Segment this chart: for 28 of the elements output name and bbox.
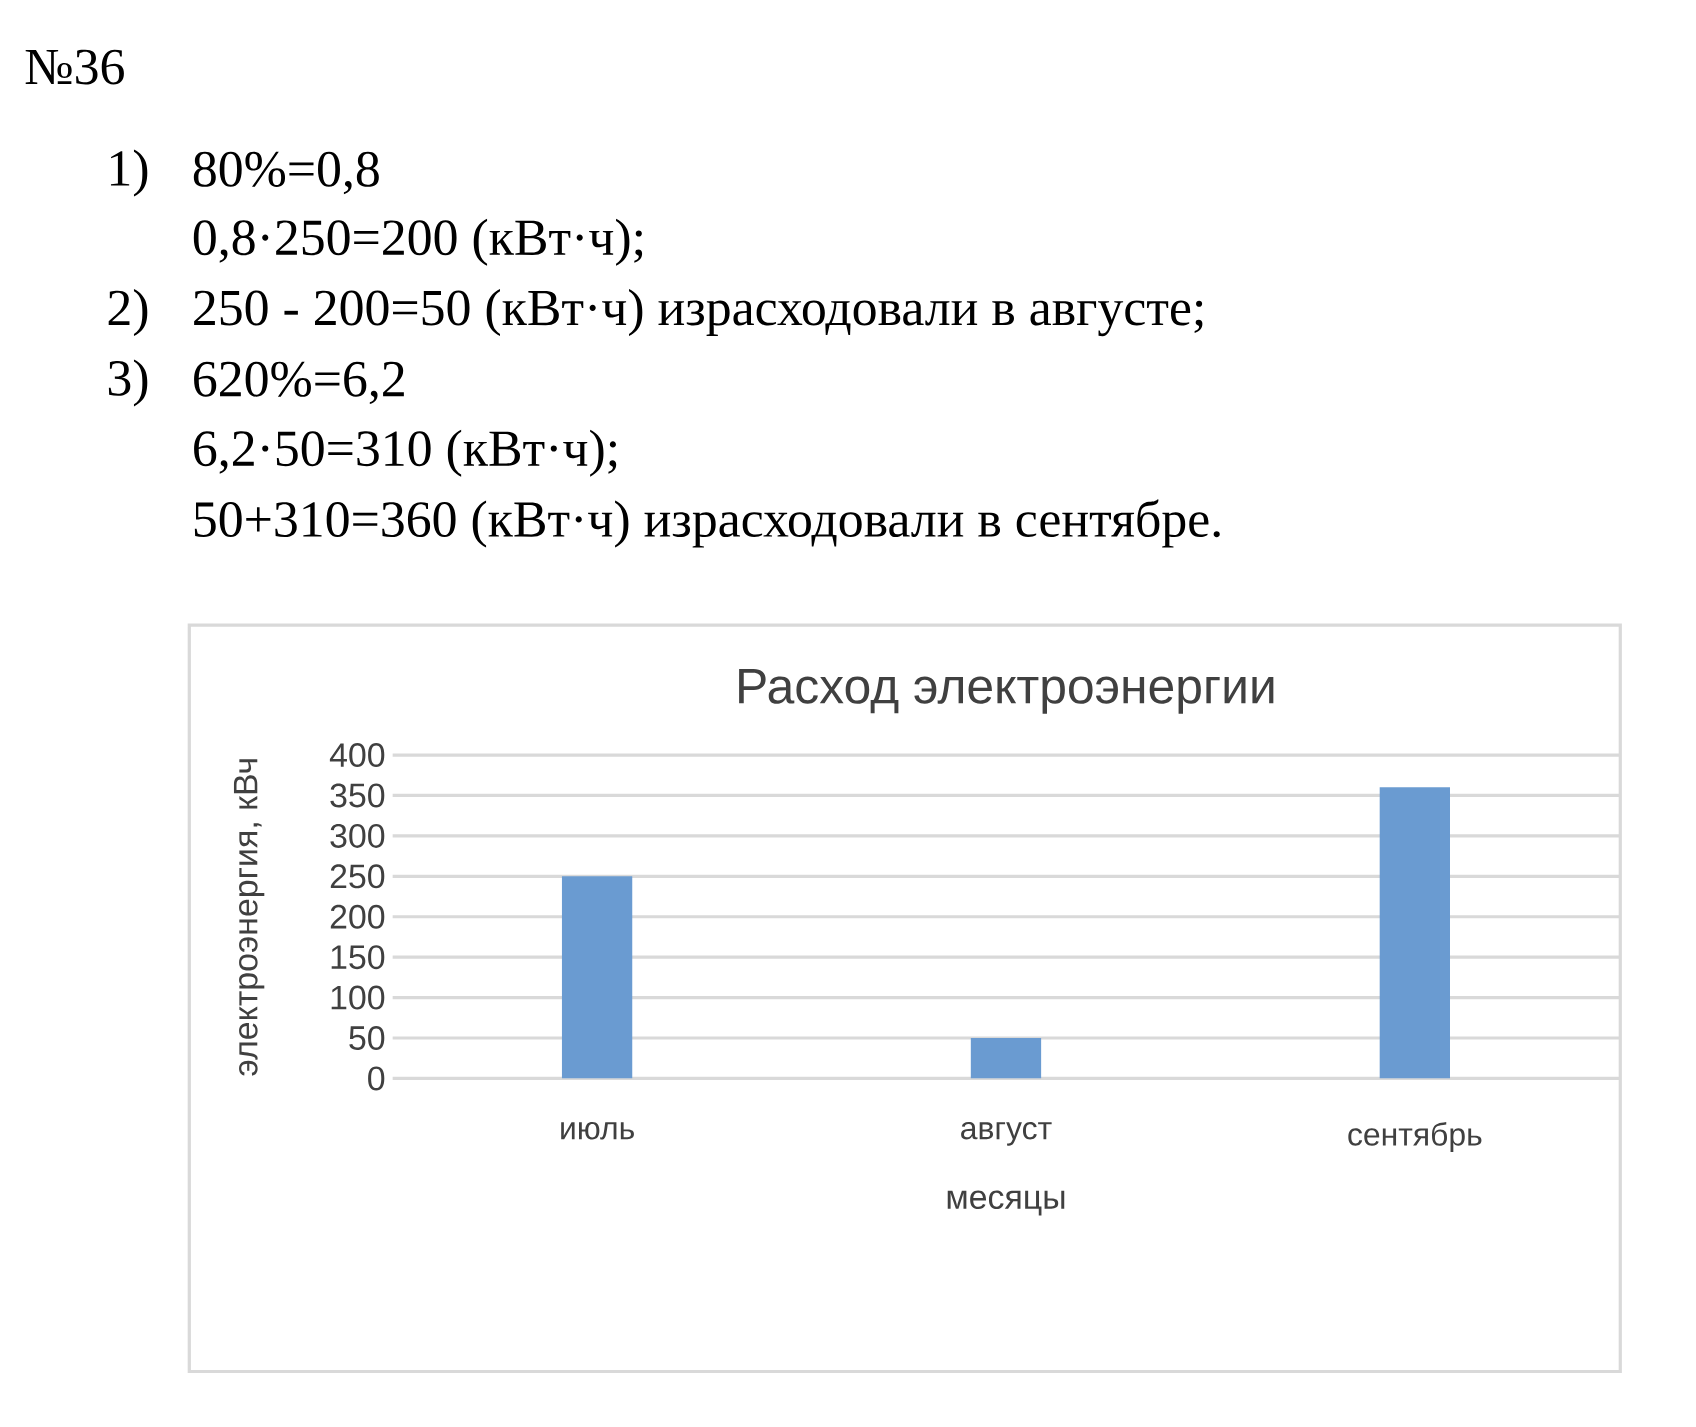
- text: 250 - 200=50 (кВт·ч) израсходовали в августе;: [194, 289, 1203, 337]
- text: №36: [25, 49, 124, 85]
- text: 2): [108, 289, 148, 337]
- bar: [970, 1038, 1042, 1079]
- y-tick-label: 50: [349, 1026, 385, 1051]
- y-tick-label: 350: [330, 783, 385, 808]
- y-axis-title: электроэнергия, кВч: [233, 759, 265, 1076]
- x-axis-title: месяцы: [947, 1190, 1065, 1216]
- x-tick-label: июль: [561, 1122, 634, 1140]
- y-tick-label: 100: [331, 985, 385, 1010]
- bar: [561, 876, 633, 1079]
- text: 620%=6,2: [194, 361, 404, 405]
- x-tick-label: август: [961, 1122, 1052, 1146]
- text: 50+310=360 (кВт·ч) израсходовали в сентябре.: [194, 499, 1220, 548]
- text: 1): [110, 149, 148, 197]
- y-tick-label: 0: [368, 1066, 385, 1091]
- text: 80%=0,8: [193, 152, 379, 195]
- x-tick-label: сентябрь: [1348, 1122, 1482, 1153]
- y-tick-label: 150: [331, 945, 385, 970]
- y-tick-label: 250: [330, 864, 385, 889]
- y-tick-label: 400: [329, 743, 385, 768]
- y-tick-label: 300: [330, 824, 385, 849]
- chart-title: Расход электроэнергии: [739, 669, 1274, 714]
- bar: [1379, 787, 1450, 1079]
- text: 6,2·50=310 (кВт·ч);: [194, 429, 617, 477]
- text: 0,8·250=200 (кВт·ч);: [193, 218, 643, 266]
- y-tick-label: 200: [330, 904, 385, 929]
- text: 3): [108, 359, 148, 407]
